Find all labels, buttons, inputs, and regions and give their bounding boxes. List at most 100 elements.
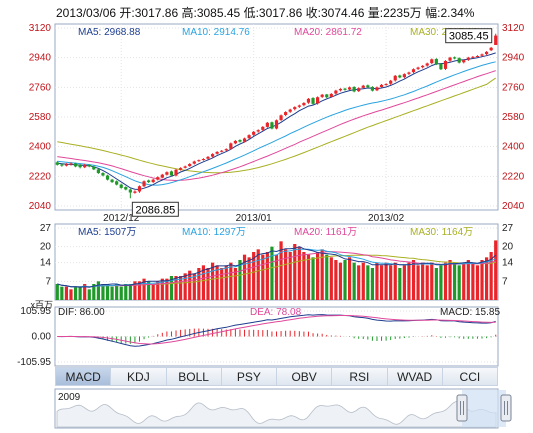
candle-body [384,84,388,86]
price-tick-left: 2400 [29,142,52,153]
candle-body [124,187,128,190]
volume-legend-ma20: MA20: 1161万 [294,227,357,238]
volume-bar [453,262,457,300]
candle-body [357,88,361,92]
candle-body [402,74,406,78]
candle-body [92,166,96,170]
candle-body [416,67,420,69]
candle-body [361,85,365,88]
navigator-handle-grip [500,394,512,422]
tab-obv[interactable]: OBV [277,368,333,385]
candle-body [119,184,123,188]
tab-macd[interactable]: MACD [56,368,112,385]
volume-tick-left: 20 [40,242,52,253]
candle-body [178,168,183,170]
price-tick-left: 2580 [29,112,52,123]
volume-bar [288,252,292,300]
candle-body [316,97,320,104]
candle-body [457,58,461,63]
volume-bar [137,281,142,300]
candle-body [434,58,438,65]
volume-bar [311,257,315,300]
price-tick-right: 2040 [502,201,525,212]
tab-wvad[interactable]: WVAD [388,368,443,385]
volume-legend-ma5: MA5: 1507万 [78,227,136,238]
volume-bar [188,270,192,300]
navigator-right-handle[interactable] [500,394,512,422]
volume-tick-right: 27 [502,223,514,234]
open-label: 开: [119,6,135,20]
tab-rsi[interactable]: RSI [332,368,388,385]
volume-bar [183,273,187,300]
candle-body [466,57,470,60]
price-tick-right: 2400 [502,142,525,153]
candle-body [215,151,219,154]
volume-bar [178,276,183,300]
volume-bar [160,278,164,300]
candle-body [448,57,452,61]
volume-bar [110,286,114,300]
volume-bar [238,260,242,300]
volume-bar [115,284,119,300]
price-tick-right: 3120 [502,23,525,34]
tab-psy[interactable]: PSY [222,368,277,385]
volume-tick-left: 14 [40,258,52,269]
quote-header: 2013/03/06 开:3017.86 高:3085.45 低:3017.86… [56,4,474,21]
candle-body [274,120,279,129]
volume-bar [334,260,338,300]
candle-body [375,87,379,91]
volume-bar [265,252,269,300]
price-tick-right: 2940 [502,53,525,64]
quote-date: 2013/03/06 [56,6,117,20]
low-label: 低: [243,6,259,20]
candle-body [69,163,73,165]
candle-body [306,98,311,103]
volume-bar [366,265,370,300]
candle-body [55,162,59,165]
candle-body [142,181,146,187]
volume-bar [375,262,379,300]
navigator-left-handle[interactable] [456,394,468,422]
tab-boll[interactable]: BOLL [167,368,222,385]
price-tick-left: 3120 [29,23,52,34]
candle-body [421,65,425,68]
volume-bar [370,268,375,300]
volume-label: 量: [367,6,384,20]
volume-bar [60,286,64,300]
volume-bar [475,265,480,300]
low-value: 3017.86 [258,6,303,20]
volume-bar [471,262,475,300]
volume-bar [220,268,224,300]
volume-bar [78,286,82,300]
volume-bar [224,265,228,300]
macd-legend-dif: DIF: 86.00 [58,307,105,318]
candle-body [407,72,411,74]
candle-body [462,60,466,63]
candle-body [156,177,160,180]
ma30-line [57,77,496,174]
candle-body [210,154,215,157]
volume-bar [416,265,420,300]
volume-bar [457,265,461,300]
volume-bar [439,265,443,300]
volume-bar [343,260,347,300]
volume-bar [174,276,178,300]
volume-value: 2235万 [383,6,422,20]
change-label: 幅: [425,6,441,20]
tab-cci[interactable]: CCI [459,369,481,384]
volume-bar [242,254,247,300]
tab-kdj[interactable]: KDJ [111,368,167,385]
volume-bar [261,254,265,300]
candle-body [284,112,288,116]
ma-legend-ma30: MA30: 2815.92 [410,27,478,38]
high-label: 高: [181,6,197,20]
volume-bar [494,240,498,300]
candle-body [329,93,333,97]
candle-body [165,172,169,175]
high-value: 3085.45 [196,6,241,20]
candle-body [137,186,142,192]
candle-body [87,164,91,167]
change-value: 2.34% [440,6,475,20]
date-tick-label: 2013/02 [368,213,405,224]
